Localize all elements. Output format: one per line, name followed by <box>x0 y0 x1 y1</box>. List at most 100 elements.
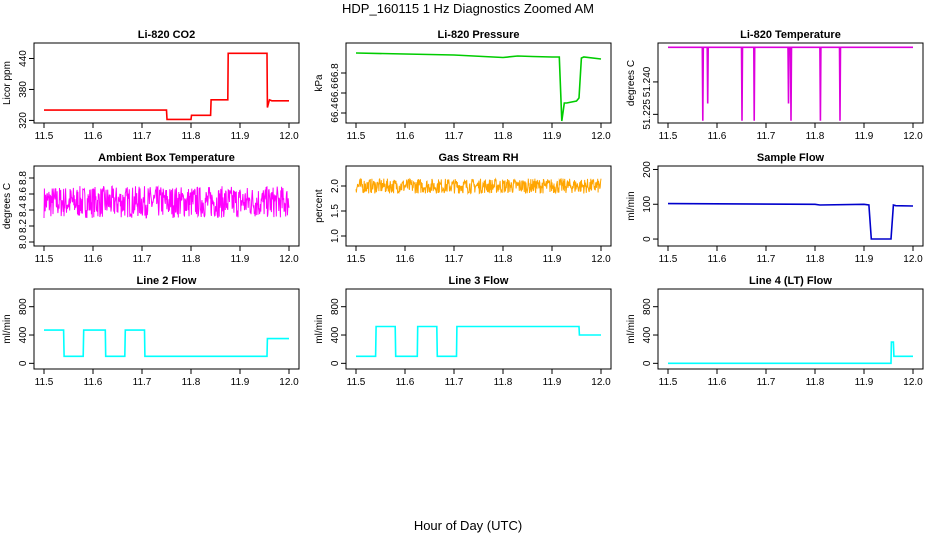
y-tick-label: 400 <box>18 326 29 343</box>
y-axis-label: ml/min <box>626 191 637 220</box>
x-tick-label: 11.8 <box>494 131 513 142</box>
y-tick-label: 800 <box>642 298 653 315</box>
chart-title: Sample Flow <box>757 152 825 164</box>
y-axis-label: kPa <box>314 74 325 92</box>
x-tick-label: 11.7 <box>757 131 776 142</box>
chart-panel-7: Line 2 Flow 11.5 11.6 11.7 11.8 11.9 12.0 0 400 8… <box>2 275 300 388</box>
chart-title: Line 4 (LT) Flow <box>749 275 832 287</box>
y-tick-label: 66.6 <box>330 83 341 103</box>
chart-panel-1: Li-820 CO2 11.5 11.6 11.7 11.8 11.9 12.0 320 380… <box>2 29 300 142</box>
x-tick-label: 11.9 <box>543 131 562 142</box>
x-tick-label: 11.7 <box>133 377 152 388</box>
x-tick-label: 11.5 <box>35 377 54 388</box>
y-tick-label: 0 <box>642 236 653 242</box>
plot-frame <box>345 165 612 247</box>
plot-frame <box>33 165 300 247</box>
x-tick-label: 11.9 <box>543 377 562 388</box>
x-tick-label: 11.6 <box>396 131 415 142</box>
plot-frame <box>33 42 300 124</box>
x-tick-label: 11.8 <box>494 377 513 388</box>
series-line <box>668 341 913 365</box>
x-tick-label: 11.7 <box>133 131 152 142</box>
x-tick-label: 11.8 <box>494 254 513 265</box>
y-tick-label: 2.0 <box>330 179 341 193</box>
plot-frame <box>345 42 612 124</box>
x-tick-label: 11.8 <box>806 377 825 388</box>
plot-frame <box>33 288 300 370</box>
x-tick-label: 12.0 <box>591 131 611 142</box>
y-axis-label: percent <box>314 189 325 223</box>
y-tick-label: 320 <box>18 112 29 129</box>
x-tick-label: 11.7 <box>133 254 152 265</box>
x-tick-label: 11.5 <box>347 377 366 388</box>
chart-panel-3: Li-820 Temperature 11.5 11.6 11.7 11.8 11.9 12… <box>626 29 924 142</box>
x-tick-label: 11.5 <box>347 254 366 265</box>
series-line <box>355 52 602 122</box>
x-tick-label: 11.6 <box>708 377 727 388</box>
chart-panel-8: Line 3 Flow 11.5 11.6 11.7 11.8 11.9 12.0 0 400 8… <box>314 275 612 388</box>
chart-title: Li-820 CO2 <box>138 29 195 41</box>
y-tick-label: 51.240 <box>642 66 653 97</box>
chart-title: Ambient Box Temperature <box>98 152 235 164</box>
x-tick-label: 11.9 <box>543 254 562 265</box>
x-tick-label: 11.5 <box>347 131 366 142</box>
x-tick-label: 11.6 <box>396 254 415 265</box>
y-tick-label: 400 <box>330 326 341 343</box>
y-axis-label: degrees C <box>2 183 13 229</box>
x-tick-label: 11.8 <box>806 131 825 142</box>
x-tick-label: 12.0 <box>903 254 923 265</box>
chart-title: Line 3 Flow <box>449 275 509 287</box>
chart-panel-6: Sample Flow 11.5 11.6 11.7 11.8 11.9 12.0 0 100 2… <box>626 152 924 265</box>
plot-frame <box>345 288 612 370</box>
x-tick-label: 11.6 <box>396 377 415 388</box>
y-tick-label: 51.225 <box>642 99 653 130</box>
x-tick-label: 12.0 <box>279 254 299 265</box>
x-tick-label: 11.7 <box>445 254 464 265</box>
series-line <box>668 46 913 121</box>
y-tick-label: 800 <box>18 298 29 315</box>
y-tick-label: 400 <box>642 326 653 343</box>
chart-title: Li-820 Pressure <box>438 29 520 41</box>
y-tick-label: 1.0 <box>330 229 341 243</box>
x-tick-label: 11.8 <box>182 377 201 388</box>
y-tick-label: 8.8 <box>18 171 29 185</box>
series-line <box>44 329 289 358</box>
y-tick-label: 8.6 <box>18 187 29 201</box>
x-tick-label: 11.6 <box>708 131 727 142</box>
y-tick-label: 800 <box>330 298 341 315</box>
y-axis-label: degrees C <box>626 60 637 106</box>
x-tick-label: 11.6 <box>84 377 103 388</box>
x-tick-label: 11.9 <box>231 377 250 388</box>
x-tick-label: 11.8 <box>182 254 201 265</box>
y-tick-label: 0 <box>642 360 653 366</box>
y-tick-label: 66.4 <box>330 103 341 123</box>
y-tick-label: 8.0 <box>18 235 29 249</box>
x-tick-label: 12.0 <box>591 377 611 388</box>
y-tick-label: 440 <box>18 50 29 67</box>
x-tick-label: 11.6 <box>708 254 727 265</box>
x-tick-label: 11.8 <box>182 131 201 142</box>
y-tick-label: 0 <box>330 360 341 366</box>
y-axis-label: Licor ppm <box>2 61 13 105</box>
x-tick-label: 11.6 <box>84 254 103 265</box>
x-tick-label: 12.0 <box>279 131 299 142</box>
x-tick-label: 11.5 <box>659 254 678 265</box>
y-tick-label: 380 <box>18 81 29 98</box>
x-tick-label: 11.6 <box>84 131 103 142</box>
y-tick-label: 100 <box>642 195 653 212</box>
chart-panel-9: Line 4 (LT) Flow 11.5 11.6 11.7 11.8 11.9 12.0… <box>626 275 924 388</box>
y-tick-label: 8.4 <box>18 203 29 217</box>
series-line <box>43 185 290 219</box>
y-axis-label: ml/min <box>626 314 637 343</box>
chart-panel-5: Gas Stream RH 11.5 11.6 11.7 11.8 11.9 12.0 1.0… <box>314 152 612 265</box>
x-tick-label: 11.9 <box>855 131 874 142</box>
x-axis-caption: Hour of Day (UTC) <box>413 518 523 533</box>
x-tick-label: 12.0 <box>279 377 299 388</box>
x-tick-label: 12.0 <box>591 254 611 265</box>
x-tick-label: 11.8 <box>806 254 825 265</box>
y-tick-label: 200 <box>642 161 653 178</box>
chart-panel-2: Li-820 Pressure 11.5 11.6 11.7 11.8 11.9 12.0 6… <box>314 29 612 142</box>
chart-title: Gas Stream RH <box>438 152 518 164</box>
x-tick-label: 11.9 <box>855 254 874 265</box>
series-line <box>44 52 289 121</box>
